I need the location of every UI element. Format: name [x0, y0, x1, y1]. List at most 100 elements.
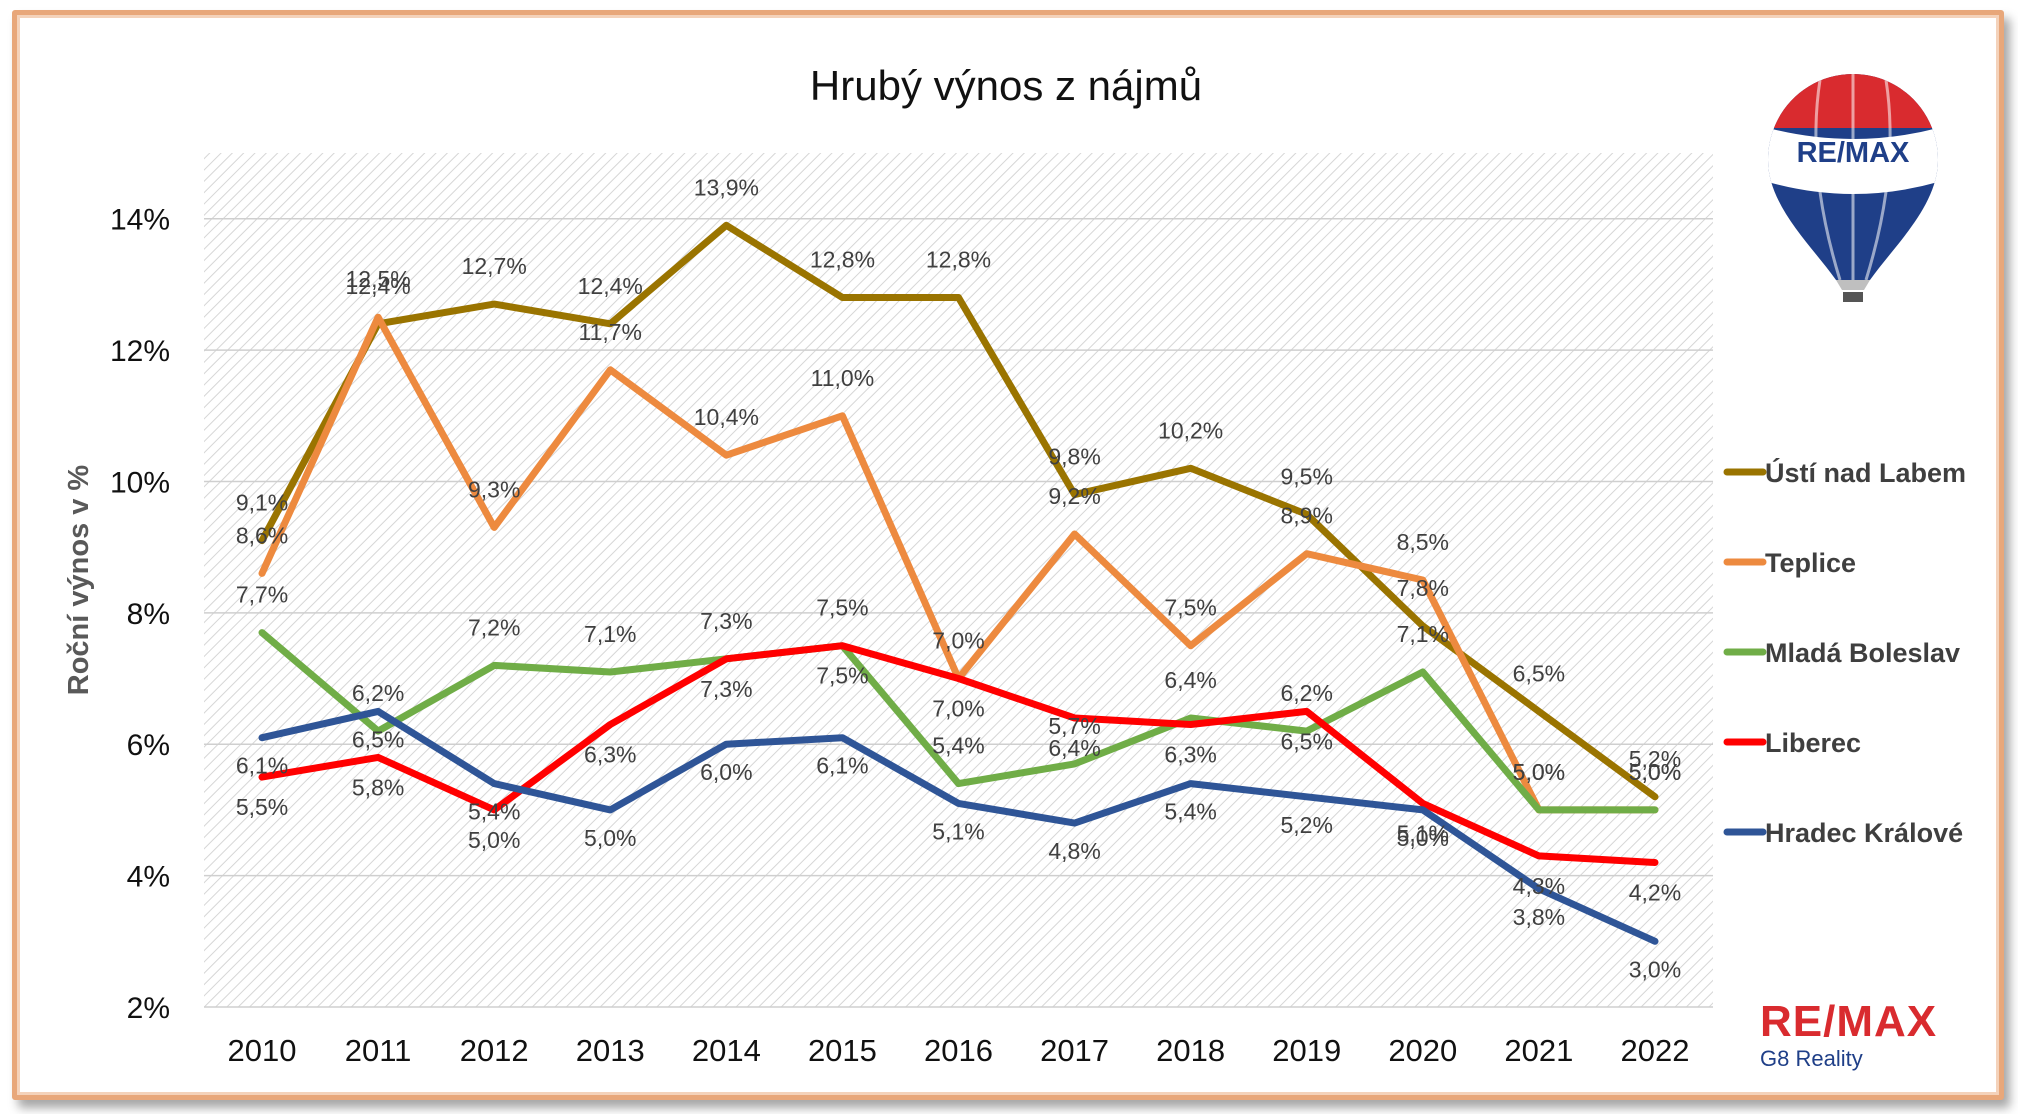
data-point — [1188, 722, 1193, 727]
legend-item[interactable]: Liberec — [1723, 728, 1861, 758]
data-point — [1188, 466, 1193, 471]
data-point — [608, 807, 613, 812]
data-label: 3,0% — [1629, 956, 1681, 982]
data-label: 5,4% — [468, 799, 520, 825]
data-point — [260, 538, 265, 543]
data-point — [1072, 821, 1077, 826]
data-label: 12,8% — [810, 247, 875, 273]
data-point — [1536, 807, 1541, 812]
y-tick-label: 4% — [127, 861, 170, 894]
data-label: 7,2% — [468, 614, 520, 640]
data-label: 5,4% — [1164, 799, 1216, 825]
data-label: 12,5% — [346, 266, 411, 292]
data-point — [260, 735, 265, 740]
x-tick-label: 2011 — [345, 1033, 412, 1068]
data-point — [1420, 578, 1425, 582]
x-tick-label: 2017 — [1040, 1033, 1109, 1068]
data-point — [1420, 807, 1425, 812]
data-label: 6,0% — [700, 759, 752, 785]
y-tick-label: 8% — [127, 598, 170, 631]
data-label: 5,4% — [932, 733, 984, 759]
data-label: 10,4% — [694, 404, 759, 430]
legend-label: Hradec Králové — [1765, 818, 1963, 848]
series-lines — [258, 221, 1659, 945]
data-label: 11,0% — [811, 365, 875, 391]
brand-logo: RE/MAX G8 Reality — [1760, 997, 1937, 1071]
x-tick-label: 2018 — [1156, 1033, 1225, 1068]
data-label: 5,7% — [1048, 713, 1100, 739]
x-tick-label: 2016 — [924, 1033, 993, 1068]
data-label: 7,8% — [1397, 575, 1449, 601]
data-point — [1188, 715, 1193, 720]
data-point — [956, 801, 961, 806]
data-point — [1536, 709, 1541, 714]
legend-item[interactable]: Ústí nad Labem — [1723, 457, 1966, 488]
data-label: 7,0% — [932, 628, 984, 654]
x-tick-label: 2020 — [1388, 1033, 1457, 1068]
legend-item[interactable]: Hradec Králové — [1723, 818, 1963, 848]
data-point — [376, 315, 381, 320]
data-label: 3,8% — [1513, 904, 1565, 930]
data-point — [1652, 807, 1657, 812]
data-label: 7,7% — [236, 582, 288, 608]
data-label: 8,6% — [236, 522, 288, 548]
balloon-logo: RE/MAX — [1768, 74, 1938, 302]
data-label: 9,8% — [1048, 444, 1100, 470]
data-label: 12,4% — [346, 273, 411, 299]
data-point — [260, 775, 265, 780]
data-point — [608, 669, 613, 674]
data-label: 5,8% — [352, 774, 404, 800]
x-tick-label: 2010 — [228, 1033, 297, 1068]
y-axis-label: Roční výnos v % — [63, 465, 95, 696]
data-point — [376, 709, 381, 714]
x-tick-label: 2019 — [1272, 1033, 1341, 1068]
data-label: 13,9% — [694, 174, 759, 200]
data-label: 5,0% — [1629, 759, 1681, 785]
data-point — [376, 729, 381, 734]
data-point — [260, 630, 265, 635]
x-tick-label: 2015 — [808, 1033, 877, 1068]
data-point — [1652, 794, 1657, 799]
data-point — [956, 676, 961, 681]
data-point — [1072, 761, 1077, 766]
data-label: 6,5% — [1513, 660, 1565, 686]
data-label: 7,0% — [932, 696, 984, 722]
data-label: 5,0% — [1397, 825, 1449, 851]
legend-item[interactable]: Teplice — [1723, 548, 1856, 578]
y-tick-label: 10% — [110, 466, 170, 499]
x-tick-label: 2014 — [692, 1033, 761, 1068]
data-label: 5,2% — [1629, 746, 1681, 772]
data-point — [1420, 623, 1425, 628]
y-axis-ticks: 2% 4% 6% 8% 10% 12% 14% — [110, 204, 170, 1025]
brand-logo-main: RE/MAX — [1760, 997, 1937, 1046]
data-point — [724, 656, 729, 661]
legend-item[interactable]: Mladá Boleslav — [1723, 638, 1960, 668]
legend-label: Ústí nad Labem — [1765, 457, 1966, 488]
data-label: 5,0% — [1513, 759, 1565, 785]
data-label: 11,7% — [579, 319, 643, 345]
data-label: 10,2% — [1158, 417, 1223, 443]
data-point — [1188, 643, 1193, 648]
plot-area — [204, 153, 1713, 1007]
data-point — [1652, 939, 1657, 944]
data-point — [1536, 853, 1541, 858]
data-point — [1536, 886, 1541, 891]
data-label: 8,5% — [1397, 529, 1449, 555]
data-label: 7,5% — [1164, 595, 1216, 621]
data-label: 7,5% — [816, 595, 868, 621]
data-label: 6,4% — [1164, 667, 1216, 693]
data-point — [492, 302, 497, 307]
data-label: 6,3% — [584, 742, 636, 768]
data-point — [260, 571, 265, 576]
data-point — [956, 781, 961, 786]
data-label: 7,5% — [816, 663, 868, 689]
data-label: 4,2% — [1629, 879, 1681, 905]
data-label: 5,0% — [468, 827, 520, 853]
y-tick-label: 14% — [110, 204, 170, 237]
data-point — [1420, 669, 1425, 674]
data-label: 6,2% — [352, 680, 404, 706]
data-point — [1072, 532, 1077, 537]
legend[interactable]: Ústí nad Labem Teplice Mladá Boleslav Liber… — [1723, 457, 1966, 848]
data-label: 9,3% — [468, 476, 520, 502]
gridlines — [204, 217, 1713, 1008]
